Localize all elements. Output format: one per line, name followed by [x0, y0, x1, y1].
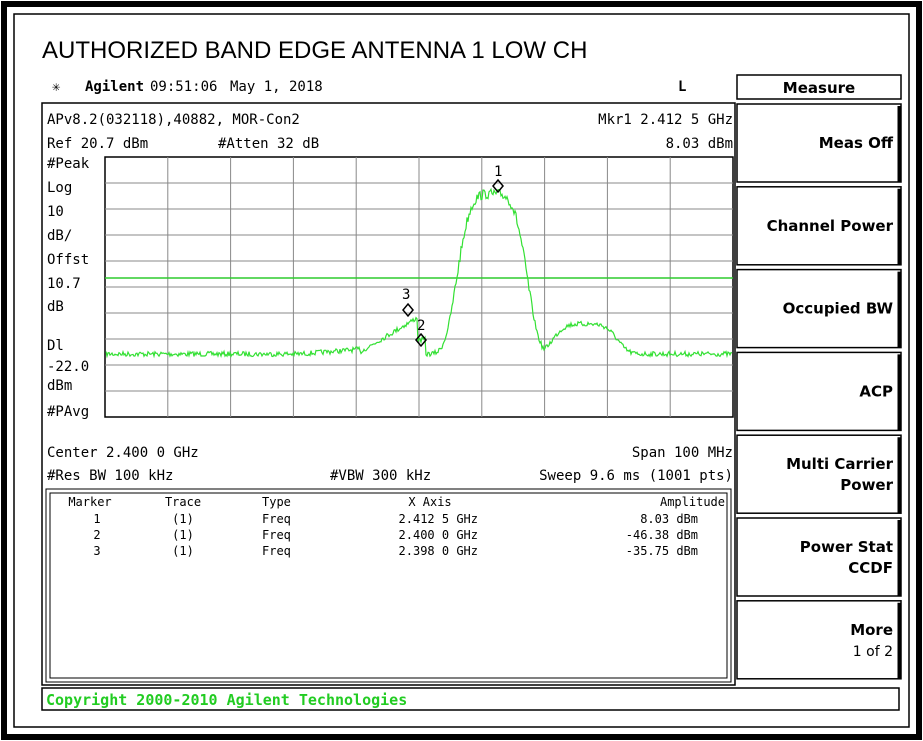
time: 09:51:06 [150, 79, 217, 95]
table-cell: Freq [262, 544, 291, 558]
footer: #VBW 300 kHz [330, 468, 431, 484]
softkey-label: Meas Off [819, 134, 894, 152]
table-cell: 2.412 5 GHz [399, 512, 478, 526]
marker-label: 1 [494, 164, 502, 180]
softkey-label: CCDF [848, 559, 893, 577]
softkey-label: Power Stat [800, 538, 893, 556]
footer: Span 100 MHz [632, 445, 733, 461]
softkey[interactable] [736, 186, 902, 266]
title: AUTHORIZED BAND EDGE ANTENNA 1 LOW CH [42, 37, 587, 64]
table-cell: (1) [172, 544, 194, 558]
softkey[interactable] [736, 103, 902, 183]
scale-label: dBm [47, 378, 72, 394]
marker-label: 2 [417, 318, 425, 334]
brand: Agilent [85, 79, 144, 95]
table-cell: 3 [93, 544, 100, 558]
mode: L [678, 79, 686, 95]
scale-label: Log [47, 180, 72, 196]
scale-label: Offst [47, 252, 89, 268]
table-header: Trace [165, 495, 201, 509]
softkey-label: Occupied BW [783, 300, 894, 318]
footer: Sweep 9.6 ms (1001 pts) [539, 468, 733, 484]
softkey-label: Multi Carrier [786, 455, 894, 473]
footer: #Res BW 100 kHz [47, 468, 173, 484]
softkey-label: Channel Power [767, 217, 894, 235]
footer: Center 2.400 0 GHz [47, 445, 199, 461]
scale-label: #PAvg [47, 404, 89, 420]
softkey[interactable] [736, 351, 902, 432]
table-header: Type [262, 495, 291, 509]
scale-label: Dl [47, 338, 64, 354]
info: 8.03 dBm [666, 136, 733, 152]
scale-label: dB [47, 299, 64, 315]
scale-label: 10.7 [47, 276, 81, 292]
info: #Atten 32 dB [218, 136, 319, 152]
table-cell: Freq [262, 512, 291, 526]
softkey-label: 1 of 2 [853, 644, 893, 660]
table-cell: 2 [93, 528, 100, 542]
info: APv8.2(032118),40882, MOR-Con2 [47, 112, 300, 128]
table-cell: Freq [262, 528, 291, 542]
softkey-label: ACP [859, 382, 893, 400]
softkey-label: Power [840, 476, 893, 494]
table-header: Amplitude [660, 495, 725, 509]
scale-label: -22.0 [47, 359, 89, 375]
softkey[interactable] [736, 517, 902, 597]
table-cell: -46.38 dBm [626, 528, 698, 542]
marker [415, 332, 427, 348]
icon: ✳ [52, 79, 61, 95]
marker-label: 3 [402, 287, 410, 303]
inner-border [13, 13, 910, 728]
info: Ref 20.7 dBm [47, 136, 148, 152]
scale-label: dB/ [47, 228, 72, 244]
marker [402, 302, 414, 318]
table-cell: 2.398 0 GHz [399, 544, 478, 558]
table-cell: (1) [172, 512, 194, 526]
softkey-header-label: Measure [783, 79, 855, 97]
table-cell: 1 [93, 512, 100, 526]
table-frame [49, 492, 728, 679]
table-header: X Axis [408, 495, 451, 509]
softkey[interactable] [736, 600, 902, 680]
status-bar [41, 687, 900, 711]
table-cell: 8.03 dBm [640, 512, 698, 526]
softkey-header [736, 74, 902, 100]
softkey[interactable] [736, 268, 902, 349]
trace [105, 187, 733, 359]
table-frame [45, 488, 732, 683]
table-cell: (1) [172, 528, 194, 542]
table-cell: 2.400 0 GHz [399, 528, 478, 542]
info: Mkr1 2.412 5 GHz [598, 112, 733, 128]
table-cell: -35.75 dBm [626, 544, 698, 558]
table-header: Marker [68, 495, 111, 509]
softkey[interactable] [736, 434, 902, 514]
scale-label: 10 [47, 204, 64, 220]
copyright: Copyright 2000-2010 Agilent Technologies [46, 691, 407, 709]
scale-label: #Peak [47, 156, 90, 172]
marker [492, 178, 504, 194]
softkey-label: More [850, 621, 893, 639]
date: May 1, 2018 [230, 79, 323, 95]
display-frame [41, 102, 736, 686]
